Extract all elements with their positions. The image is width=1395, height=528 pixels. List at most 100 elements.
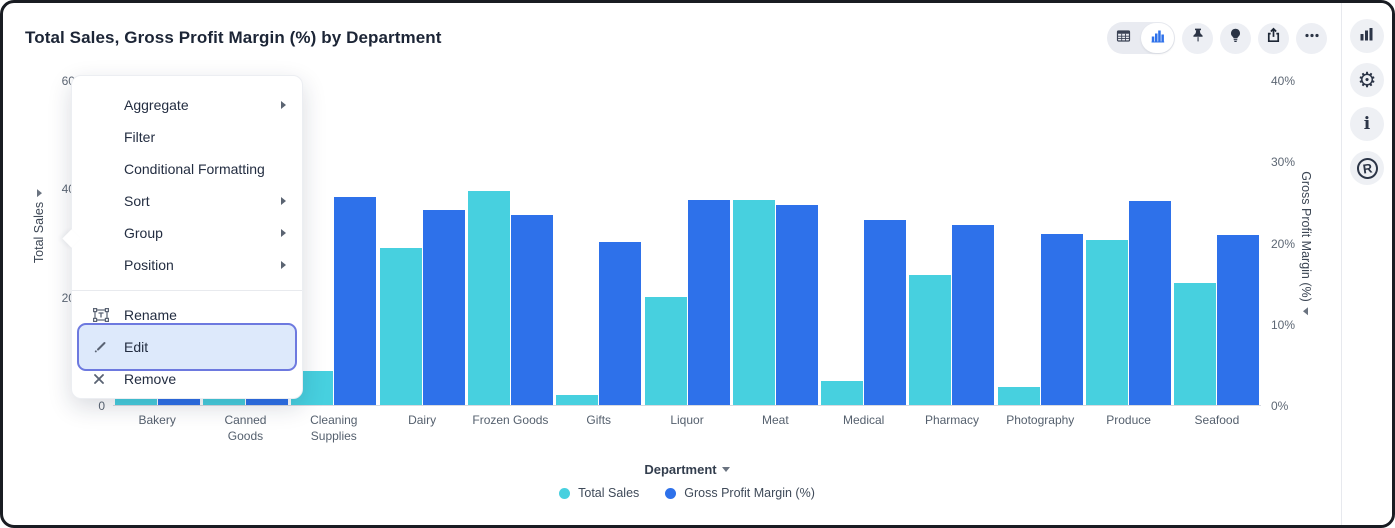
gross-profit-margin-bar[interactable] [510,215,553,405]
bar-group-medical [820,81,908,405]
axis-context-menu: Aggregate Filter Conditional Formatting Sor… [62,75,303,399]
settings-button[interactable]: ⚙ [1350,63,1384,97]
explain-button[interactable] [1220,22,1251,54]
menu-item-edit[interactable]: Edit [72,331,302,363]
menu-item-sort[interactable]: Sort [72,185,302,217]
info-button[interactable]: i [1350,107,1384,141]
gross-profit-margin-bar[interactable] [775,205,818,405]
total-sales-bar[interactable] [821,381,864,405]
menu-item-rename[interactable]: Rename [72,299,302,331]
menu-item-label: Edit [124,339,149,355]
gross-profit-margin-bar[interactable] [334,197,377,405]
bar-chart-icon [1150,28,1166,49]
total-sales-bar[interactable] [1086,240,1129,405]
x-axis-label: Produce [1106,413,1151,427]
right-axis-tick: 10% [1271,317,1296,332]
chevron-right-icon [281,197,286,205]
x-axis-label: Meat [762,413,789,427]
menu-item-conditional-formatting[interactable]: Conditional Formatting [72,153,302,185]
view-toggle [1107,22,1175,54]
x-axis-label: Frozen Goods [472,413,549,427]
gross-profit-margin-bar[interactable] [864,220,907,405]
x-axis-title[interactable]: Department [644,462,730,477]
right-axis-label[interactable]: Gross Profit Margin (%) [1299,171,1313,315]
share-export-icon [1265,27,1282,49]
x-axis-label: Cleaning Supplies [310,413,358,443]
total-sales-bar[interactable] [909,275,952,405]
total-sales-bar[interactable] [556,395,599,405]
menu-item-label: Sort [124,193,150,209]
x-axis-label: Dairy [408,413,437,427]
chart-type-button[interactable] [1350,19,1384,53]
gross-profit-margin-bar[interactable] [952,225,995,405]
x-axis-title-text: Department [644,462,717,477]
x-axis-labels: Bakery Canned Goods Cleaning Supplies Dairy… [113,413,1261,444]
more-options-button[interactable] [1296,22,1327,54]
total-sales-bar[interactable] [1174,283,1217,405]
total-sales-bar[interactable] [997,387,1040,405]
legend-dot-icon [665,487,677,499]
gross-profit-margin-bar[interactable] [1129,201,1172,405]
bar-group-pharmacy [908,81,996,405]
rename-icon [92,307,110,323]
pencil-icon [92,339,108,355]
lightbulb-icon [1227,27,1244,49]
gross-profit-margin-bar[interactable] [599,242,642,405]
bar-group-gifts [555,81,643,405]
bar-group-dairy [378,81,466,405]
total-sales-bar[interactable] [467,191,510,405]
gross-profit-margin-bar[interactable] [1040,234,1083,405]
menu-item-filter[interactable]: Filter [72,121,302,153]
page-title: Total Sales, Gross Profit Margin (%) by … [25,28,442,47]
legend-label: Total Sales [578,486,640,500]
x-axis-label: Medical [842,413,885,427]
pin-button[interactable] [1182,22,1213,54]
menu-item-group[interactable]: Group [72,217,302,249]
left-axis-label[interactable]: Total Sales [32,188,46,264]
x-axis-label: Gifts [586,413,612,427]
chevron-right-icon [281,229,286,237]
legend-dot-icon [559,487,571,499]
pin-icon [1189,27,1206,49]
legend-label: Gross Profit Margin (%) [684,486,815,500]
export-button[interactable] [1258,22,1289,54]
bar-group-photography [996,81,1084,405]
menu-item-label: Conditional Formatting [124,161,265,177]
menu-divider [72,290,302,291]
gross-profit-margin-bar[interactable] [687,200,730,405]
bar-group-produce [1084,81,1172,405]
menu-item-aggregate[interactable]: Aggregate [72,89,302,121]
menu-item-label: Group [124,225,163,241]
gross-profit-margin-bar[interactable] [1217,235,1260,405]
chart-view-button[interactable] [1141,23,1174,53]
right-axis-label-text: Gross Profit Margin (%) [1299,171,1313,302]
table-view-button[interactable] [1107,22,1140,54]
edit-item-highlight-ring [77,323,297,371]
left-axis-label-text: Total Sales [32,201,46,264]
menu-item-remove[interactable]: Remove [72,363,302,395]
x-axis-label: Liquor [670,413,704,427]
right-axis-tick: 20% [1271,236,1296,251]
gross-profit-margin-bar[interactable] [422,210,465,405]
legend-item: Gross Profit Margin (%) [665,486,815,500]
r-analytics-button[interactable]: R [1350,151,1384,185]
r-logo-icon: R [1355,156,1379,180]
left-axis-tick: 0 [98,399,105,413]
x-icon [92,372,106,386]
bar-group-cleaning-supplies [290,81,378,405]
legend-item: Total Sales [559,486,639,500]
x-axis-label: Bakery [138,413,176,427]
x-axis-label: Pharmacy [924,413,979,427]
bar-group-frozen-goods [466,81,554,405]
right-axis-tick: 40% [1271,74,1296,88]
total-sales-bar[interactable] [644,297,687,405]
menu-item-label: Rename [124,307,177,323]
menu-item-label: Remove [124,371,177,387]
total-sales-bar[interactable] [732,200,775,405]
right-sidebar: ⚙ i R [1341,3,1392,525]
chevron-right-icon [281,101,286,109]
total-sales-bar[interactable] [379,248,422,405]
menu-item-label: Position [124,257,174,273]
menu-item-position[interactable]: Position [72,249,302,281]
bar-group-meat [731,81,819,405]
